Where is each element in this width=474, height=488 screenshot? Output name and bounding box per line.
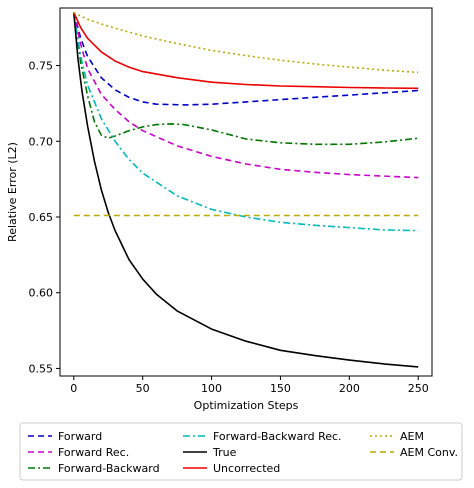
series-line-uncorrected [73, 12, 419, 90]
series-line-forward-backward [73, 12, 419, 146]
series-line-forward [73, 12, 419, 106]
x-tick-label: 50 [136, 382, 150, 395]
plot-frame [59, 7, 433, 377]
series-layer [73, 11, 419, 368]
y-tick-label: 0.60 [29, 287, 54, 300]
series-line-forward-rec- [73, 12, 419, 179]
legend-label: AEM Conv. [400, 446, 458, 459]
legend-label: Forward-Backward Rec. [213, 430, 342, 443]
legend-label: AEM [400, 430, 424, 443]
legend: Forward Forward Rec. Forward-Backward Forwa… [28, 430, 458, 475]
legend-label: True [212, 446, 237, 459]
legend-label: Forward Rec. [58, 446, 129, 459]
x-tick-label: 100 [201, 382, 222, 395]
legend-label: Forward [58, 430, 102, 443]
y-tick-label: 0.65 [29, 211, 54, 224]
legend-box [19, 422, 463, 481]
x-axis-ticks: 0 50 100 150 200 250 [70, 376, 429, 395]
x-tick-label: 150 [270, 382, 291, 395]
y-tick-label: 0.75 [29, 60, 54, 73]
series-line-forward-backward-rec- [73, 12, 419, 232]
y-axis-ticks: 0.55 0.60 0.65 0.70 0.75 [29, 60, 60, 375]
y-tick-label: 0.55 [29, 362, 54, 375]
x-tick-label: 0 [70, 382, 77, 395]
legend-label: Forward-Backward [58, 462, 160, 475]
legend-label: Uncorrected [213, 462, 280, 475]
x-tick-label: 200 [339, 382, 360, 395]
series-line-aem [73, 11, 419, 74]
y-axis-label: Relative Error (L2) [6, 142, 19, 242]
x-tick-label: 250 [408, 382, 429, 395]
x-axis-label: Optimization Steps [194, 399, 299, 412]
series-line-true [73, 12, 419, 368]
y-tick-label: 0.70 [29, 135, 54, 148]
